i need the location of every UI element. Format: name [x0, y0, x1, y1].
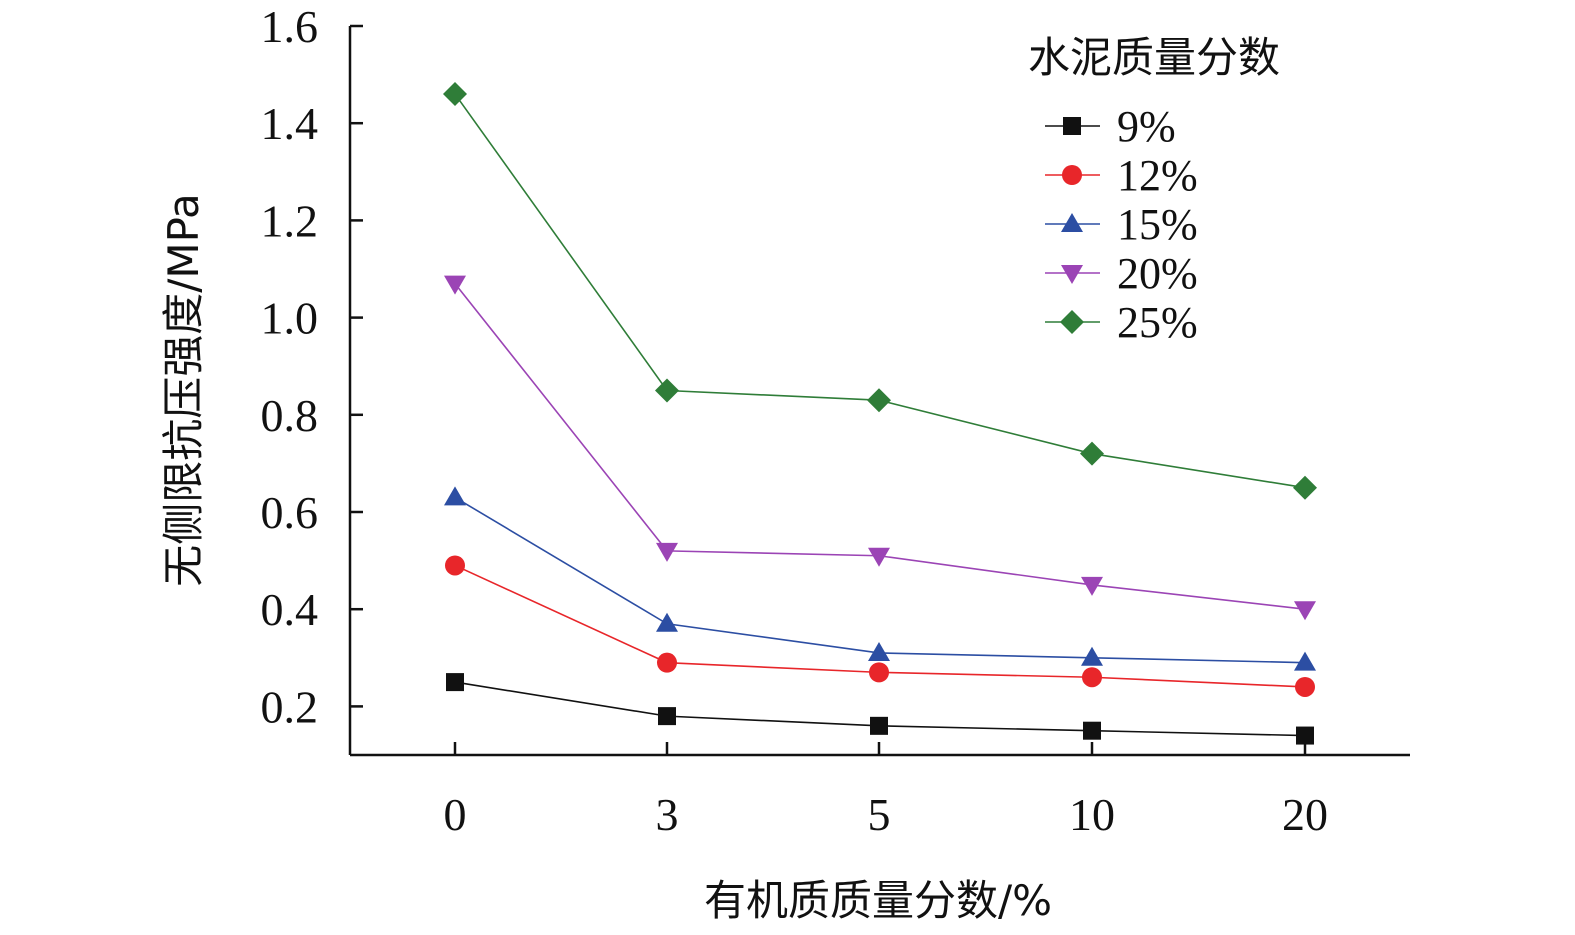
data-point-2-2: [868, 641, 890, 661]
series-1: [445, 555, 1315, 697]
data-point-4-1: [655, 378, 679, 403]
data-point-3-3: [1081, 576, 1103, 596]
y-tick-label-6: 1.4: [261, 98, 319, 149]
legend-label-2: 15%: [1117, 200, 1198, 249]
data-point-3-2: [868, 547, 890, 567]
y-tick-label-2: 0.6: [261, 487, 319, 538]
data-point-2-4: [1294, 651, 1316, 671]
legend-label-1: 12%: [1117, 151, 1198, 200]
legend: 水泥质量分数 9%12%15%20%25%: [1028, 33, 1280, 347]
legend-marker-0: [1063, 117, 1081, 135]
x-axis-title: 有机质质量分数/%: [704, 876, 1052, 925]
data-point-4-0: [443, 82, 467, 107]
data-point-2-3: [1081, 646, 1103, 666]
data-point-3-4: [1294, 601, 1316, 621]
series-3: [444, 275, 1316, 621]
data-point-0-3: [1083, 721, 1101, 740]
data-point-1-2: [869, 662, 889, 683]
data-point-1-4: [1295, 676, 1315, 697]
legend-label-0: 9%: [1117, 102, 1176, 151]
x-tick-label-3: 10: [1069, 789, 1115, 840]
data-point-0-0: [446, 673, 464, 692]
data-point-1-0: [445, 555, 465, 576]
axes: 0.2 0.4 0.6 0.8 1.0 1.2 1.4 1.6 0 3 5 10 20: [261, 1, 1410, 840]
data-point-2-0: [444, 486, 466, 506]
series-0: [446, 673, 1314, 745]
y-tick-label-5: 1.2: [261, 195, 319, 246]
data-point-4-4: [1293, 475, 1317, 500]
legend-item-1: 12%: [1045, 151, 1198, 200]
x-tick-label-1: 3: [656, 789, 679, 840]
legend-title: 水泥质量分数: [1028, 33, 1280, 82]
data-point-0-1: [658, 707, 676, 726]
y-tick-label-1: 0.4: [261, 584, 319, 635]
legend-marker-1: [1062, 165, 1082, 185]
series-2: [444, 486, 1316, 671]
data-point-4-2: [867, 388, 891, 413]
y-tick-label-3: 0.8: [261, 390, 319, 441]
legend-item-4: 25%: [1045, 298, 1198, 347]
legend-marker-3: [1061, 265, 1083, 284]
data-point-1-3: [1082, 667, 1102, 688]
legend-item-3: 20%: [1045, 249, 1198, 298]
x-tick-label-0: 0: [444, 789, 467, 840]
y-tick-label-0: 0.2: [261, 681, 319, 732]
data-point-1-1: [657, 652, 677, 673]
x-tick-label-4: 20: [1282, 789, 1328, 840]
legend-item-0: 9%: [1045, 102, 1176, 151]
data-point-3-0: [444, 275, 466, 295]
y-axis-title: 无侧限抗压强度/MPa: [159, 193, 208, 587]
series-layer: [443, 82, 1317, 745]
data-point-0-4: [1296, 726, 1314, 745]
series-line-2: [454, 496, 1306, 664]
data-point-4-3: [1080, 441, 1104, 466]
legend-label-3: 20%: [1117, 249, 1198, 298]
data-point-0-2: [870, 716, 888, 735]
legend-label-4: 25%: [1117, 298, 1198, 347]
y-tick-label-4: 1.0: [261, 293, 319, 344]
data-point-2-1: [656, 612, 678, 632]
data-point-3-1: [656, 542, 678, 562]
legend-marker-2: [1061, 213, 1083, 232]
legend-marker-4: [1060, 310, 1084, 334]
series-4: [443, 82, 1317, 500]
x-tick-label-2: 5: [868, 789, 891, 840]
legend-item-2: 15%: [1045, 200, 1198, 249]
y-tick-label-7: 1.6: [261, 1, 319, 52]
